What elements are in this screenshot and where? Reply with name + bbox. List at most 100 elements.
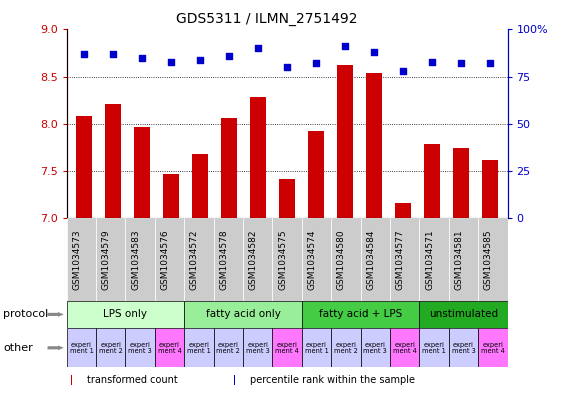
Text: experi
ment 2: experi ment 2 [334, 342, 358, 354]
Bar [76, 116, 92, 218]
Bar [184, 218, 213, 301]
Text: unstimulated: unstimulated [429, 309, 498, 320]
Bar [105, 104, 121, 218]
Text: experi
ment 4: experi ment 4 [275, 342, 299, 354]
Text: GSM1034583: GSM1034583 [131, 229, 140, 290]
Bar [302, 218, 331, 301]
Bar [243, 218, 273, 301]
Bar [482, 160, 498, 218]
Bar [331, 328, 361, 367]
Bar [361, 218, 390, 301]
Text: GSM1034575: GSM1034575 [278, 229, 287, 290]
Bar [192, 154, 208, 218]
Text: experi
ment 4: experi ment 4 [158, 342, 182, 354]
Text: LPS only: LPS only [103, 309, 147, 320]
Bar [234, 375, 235, 385]
Text: GSM1034572: GSM1034572 [190, 229, 199, 290]
Text: GSM1034574: GSM1034574 [307, 229, 317, 290]
Point [485, 60, 495, 66]
Bar [243, 328, 273, 367]
Bar [449, 328, 478, 367]
Point [340, 43, 350, 50]
Text: GSM1034581: GSM1034581 [454, 229, 463, 290]
Bar [308, 131, 324, 218]
Bar [155, 328, 184, 367]
Bar [302, 301, 419, 328]
Text: GSM1034576: GSM1034576 [161, 229, 169, 290]
Text: GSM1034579: GSM1034579 [102, 229, 111, 290]
Point [311, 60, 321, 66]
Text: experi
ment 1: experi ment 1 [304, 342, 328, 354]
Bar [279, 178, 295, 218]
Text: GSM1034582: GSM1034582 [249, 229, 258, 290]
Bar [125, 328, 155, 367]
Text: GSM1034585: GSM1034585 [484, 229, 493, 290]
Bar [67, 218, 96, 301]
Bar [390, 218, 419, 301]
Point [108, 51, 118, 57]
Text: other: other [3, 343, 32, 353]
Bar [337, 65, 353, 218]
Point [79, 51, 89, 57]
Bar [125, 218, 155, 301]
Text: transformed count: transformed count [86, 375, 177, 385]
Text: percentile rank within the sample: percentile rank within the sample [249, 375, 415, 385]
Point [282, 64, 292, 70]
Bar [67, 328, 96, 367]
Text: GSM1034580: GSM1034580 [337, 229, 346, 290]
Bar [96, 218, 125, 301]
Text: fatty acid only: fatty acid only [205, 309, 281, 320]
Bar [424, 143, 440, 218]
Bar [184, 328, 213, 367]
Bar [390, 328, 419, 367]
Text: experi
ment 1: experi ment 1 [187, 342, 211, 354]
Bar [67, 301, 184, 328]
Point [253, 45, 263, 51]
Point [456, 60, 466, 66]
Bar [273, 218, 302, 301]
Point [224, 53, 234, 59]
Bar [419, 301, 508, 328]
Bar [213, 218, 243, 301]
Bar [155, 218, 184, 301]
Text: experi
ment 3: experi ment 3 [128, 342, 152, 354]
Text: GSM1034573: GSM1034573 [72, 229, 81, 290]
Bar [361, 328, 390, 367]
Text: experi
ment 1: experi ment 1 [70, 342, 93, 354]
Bar [478, 328, 508, 367]
Text: experi
ment 4: experi ment 4 [393, 342, 416, 354]
Bar [419, 328, 449, 367]
Text: experi
ment 3: experi ment 3 [246, 342, 270, 354]
Text: GSM1034571: GSM1034571 [425, 229, 434, 290]
Text: GSM1034577: GSM1034577 [396, 229, 405, 290]
Text: experi
ment 3: experi ment 3 [452, 342, 475, 354]
Bar [184, 301, 302, 328]
Bar [478, 218, 508, 301]
Point [166, 59, 176, 65]
Text: experi
ment 2: experi ment 2 [99, 342, 123, 354]
Text: experi
ment 1: experi ment 1 [422, 342, 446, 354]
Bar [163, 174, 179, 218]
Bar [395, 203, 411, 218]
Point [369, 49, 379, 55]
Bar [134, 127, 150, 218]
Point [398, 68, 408, 74]
Bar [453, 148, 469, 218]
Text: GSM1034584: GSM1034584 [366, 229, 375, 290]
Bar [331, 218, 361, 301]
Text: experi
ment 4: experi ment 4 [481, 342, 505, 354]
Point [427, 59, 437, 65]
Bar [250, 97, 266, 218]
Bar [419, 218, 449, 301]
Text: protocol: protocol [3, 309, 48, 320]
Text: fatty acid + LPS: fatty acid + LPS [319, 309, 402, 320]
Bar [213, 328, 243, 367]
Bar [96, 328, 125, 367]
Bar [449, 218, 478, 301]
Text: GDS5311 / ILMN_2751492: GDS5311 / ILMN_2751492 [176, 12, 357, 26]
Point [195, 57, 205, 63]
Bar [302, 328, 331, 367]
Text: GSM1034578: GSM1034578 [219, 229, 229, 290]
Point [137, 55, 147, 61]
Bar [366, 73, 382, 218]
